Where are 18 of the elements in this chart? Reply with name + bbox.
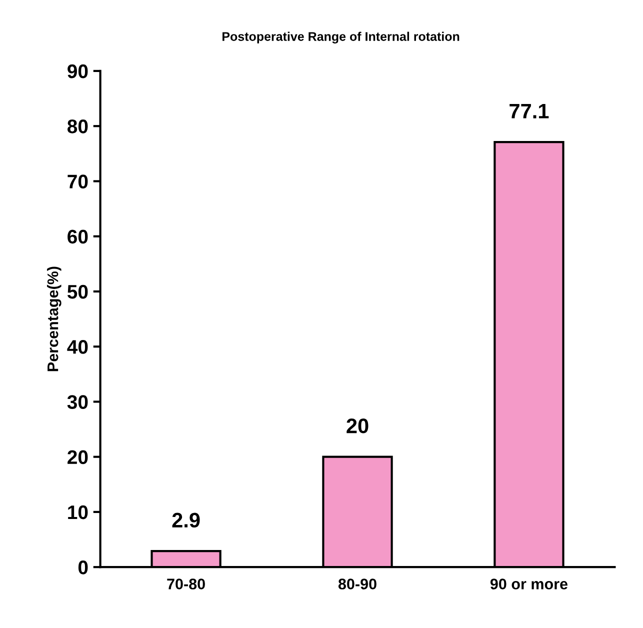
data-label: 77.1 <box>510 104 549 118</box>
y-axis-title: Percentage(%) <box>47 266 62 372</box>
chart-title: Postoperative Range of Internal rotation <box>222 32 460 44</box>
y-tick-label: 80 <box>67 120 88 134</box>
y-tick-label: 20 <box>68 450 88 464</box>
x-tick-label: 80-90 <box>338 578 376 590</box>
y-tick-label: 50 <box>67 284 88 299</box>
y-tick-label: 40 <box>67 340 88 354</box>
y-tick-label: 10 <box>68 505 88 520</box>
y-tick-label: 90 <box>68 64 88 78</box>
y-tick-label: 30 <box>67 395 88 409</box>
data-label: 20 <box>346 418 368 434</box>
x-tick-label: 70-80 <box>167 578 205 590</box>
data-label: 2.9 <box>172 512 200 528</box>
y-tick-label: 0 <box>78 560 88 574</box>
x-tick-label: 90 or more <box>490 578 568 590</box>
y-tick-label: 60 <box>68 230 88 244</box>
y-tick-label: 70 <box>68 174 88 188</box>
